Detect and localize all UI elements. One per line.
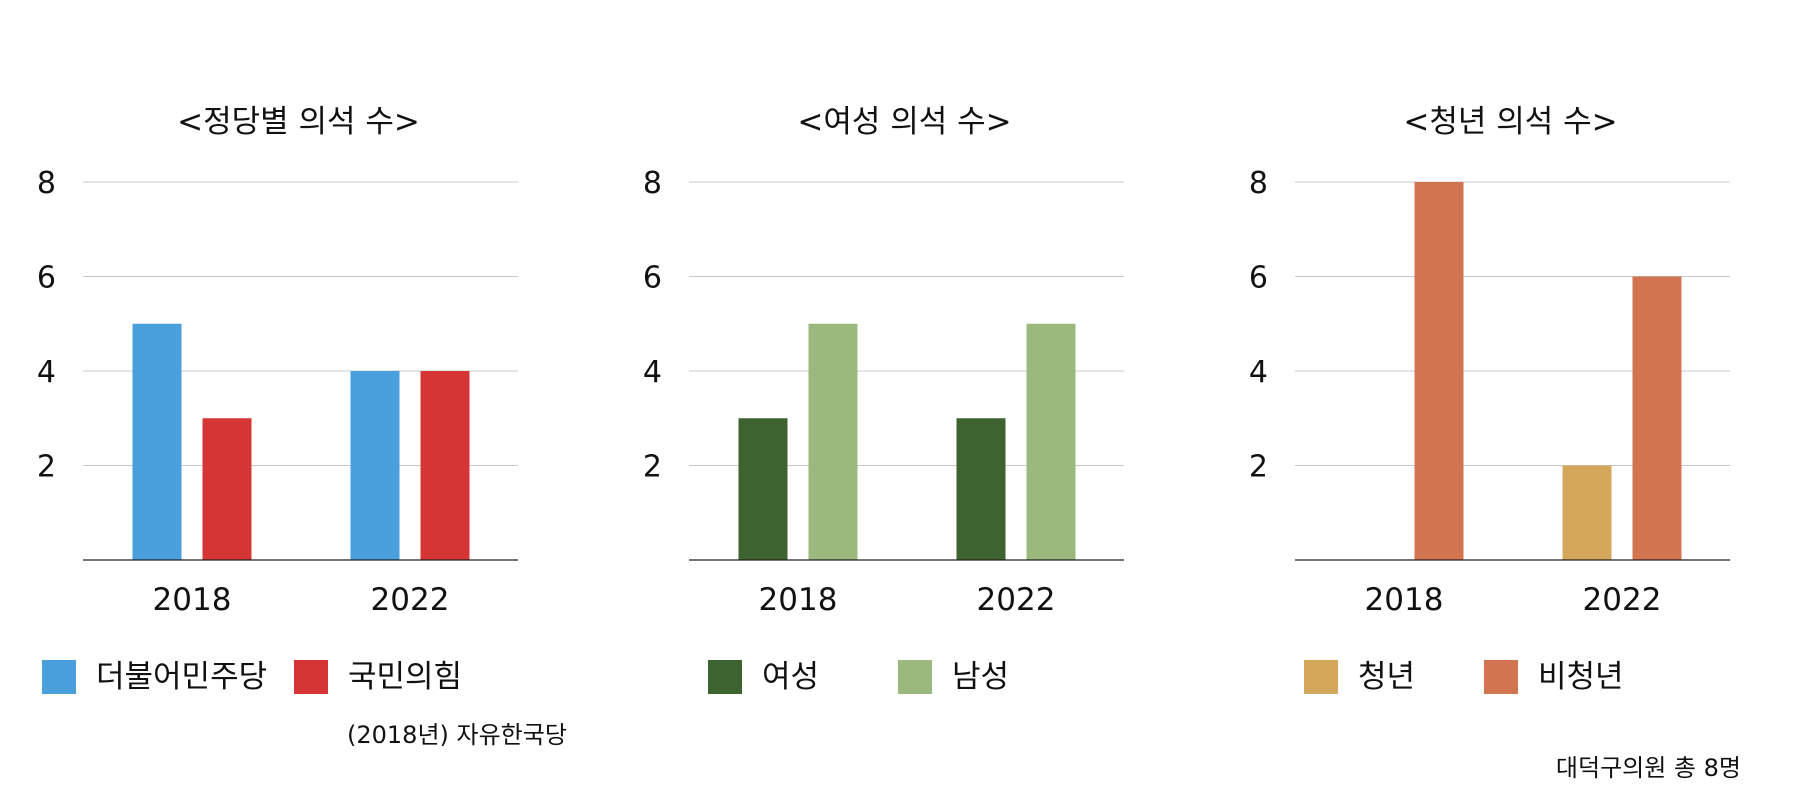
x-tick-label: 2022 xyxy=(1583,582,1662,618)
legend-item: 비청년 xyxy=(1484,660,1624,694)
legend-label: 비청년 xyxy=(1538,659,1624,695)
y-tick-label: 6 xyxy=(37,261,56,296)
legend-item: 더불어민주당 xyxy=(42,660,267,694)
legend-swatch xyxy=(898,660,932,694)
legend-item: 여성 xyxy=(708,660,819,694)
chart-title: <정당별 의석 수> xyxy=(177,104,420,140)
party-seats-chart: <정당별 의석 수> 2 4 6 8 2018 2022 더불어민주당 국민의힘 (2018… xyxy=(0,0,580,802)
youth-seats-chart: <청년 의석 수> 2 4 6 8 2018 2022 청년 비청년 xyxy=(1212,0,1792,802)
legend-label: 국민의힘 xyxy=(348,659,463,695)
y-tick-label: 8 xyxy=(643,166,662,201)
y-tick-label: 8 xyxy=(37,166,56,201)
legend-swatch xyxy=(708,660,742,694)
chart-title: <청년 의석 수> xyxy=(1403,104,1617,140)
y-tick-label: 8 xyxy=(1249,166,1268,201)
legend-swatch xyxy=(42,660,76,694)
bar xyxy=(956,418,1006,560)
x-tick-label: 2018 xyxy=(759,582,838,618)
legend-label: 여성 xyxy=(762,659,820,695)
chart-plot: <여성 의석 수> 2 4 6 8 2018 2022 xyxy=(643,104,1124,618)
bar xyxy=(350,371,400,560)
y-tick-label: 2 xyxy=(1249,450,1268,485)
x-tick-label: 2018 xyxy=(1365,582,1444,618)
y-tick-label: 6 xyxy=(643,261,662,296)
y-tick-label: 2 xyxy=(37,450,56,485)
bar xyxy=(132,323,182,560)
female-seats-chart: <여성 의석 수> 2 4 6 8 2018 2022 여성 남성 xyxy=(606,0,1186,802)
chart-plot: <정당별 의석 수> 2 4 6 8 2018 2022 xyxy=(37,104,518,618)
x-tick-label: 2018 xyxy=(153,582,232,618)
legend-item: 국민의힘 xyxy=(294,660,462,694)
legend-swatch xyxy=(1304,660,1338,694)
legend-label: 더불어민주당 xyxy=(96,659,268,695)
y-tick-label: 4 xyxy=(643,355,662,390)
footnote: 대덕구의원 총 8명 xyxy=(1555,754,1741,782)
x-tick-label: 2022 xyxy=(371,582,450,618)
legend: 여성 남성 xyxy=(708,660,1168,700)
legend-label: 청년 xyxy=(1358,659,1416,695)
y-tick-label: 4 xyxy=(37,355,56,390)
bar xyxy=(1562,465,1612,560)
legend-item: 남성 xyxy=(898,660,1009,694)
bar xyxy=(738,418,788,560)
y-tick-label: 2 xyxy=(643,450,662,485)
legend: 청년 비청년 xyxy=(1304,660,1764,700)
bar xyxy=(1026,323,1076,560)
bar xyxy=(420,371,470,560)
bar xyxy=(1414,182,1464,560)
chart-plot: <청년 의석 수> 2 4 6 8 2018 2022 xyxy=(1249,104,1730,618)
legend: 더불어민주당 국민의힘 xyxy=(42,660,562,700)
chart-title: <여성 의석 수> xyxy=(797,104,1011,140)
legend-swatch xyxy=(294,660,328,694)
legend-label: 남성 xyxy=(952,659,1010,695)
y-tick-label: 4 xyxy=(1249,355,1268,390)
bar xyxy=(808,323,858,560)
x-tick-label: 2022 xyxy=(977,582,1056,618)
legend-item: 청년 xyxy=(1304,660,1415,694)
bar xyxy=(1632,276,1682,560)
y-tick-label: 6 xyxy=(1249,261,1268,296)
legend-note: (2018년) 자유한국당 xyxy=(347,721,567,749)
bar xyxy=(202,418,252,560)
legend-swatch xyxy=(1484,660,1518,694)
